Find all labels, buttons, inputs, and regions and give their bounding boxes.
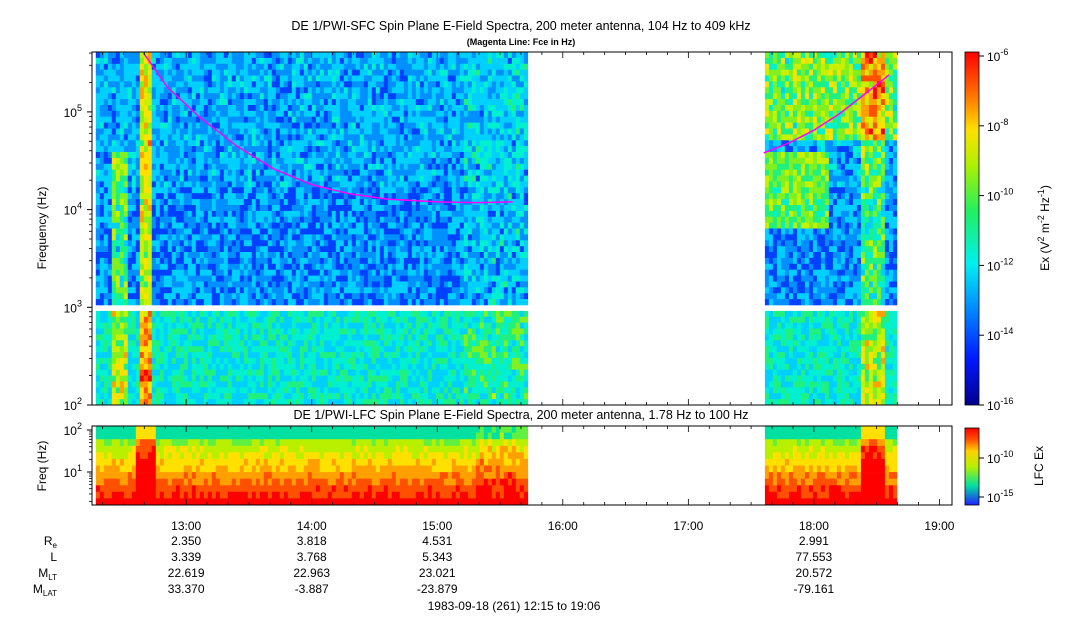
- ephemeris-row-label: L: [50, 550, 57, 564]
- ephemeris-row-label: MLT: [38, 566, 57, 582]
- sfc-spectrogram: [95, 52, 898, 405]
- lfc-y-tick-label: 101: [64, 463, 82, 480]
- sfc-y-label: Frequency (Hz): [35, 187, 49, 270]
- time-tick-label: 17:00: [673, 519, 703, 533]
- time-tick-label: 15:00: [422, 519, 452, 533]
- sfc-y-tick-label: 105: [64, 103, 82, 120]
- ephemeris-value: 22.619: [168, 566, 205, 580]
- lfc-colorbar: [964, 427, 980, 506]
- sfc-colorbar-ticks: 10-6 10-8 10-10 10-12 10-14 10-16: [979, 47, 1013, 413]
- ephemeris-value: 22.963: [293, 566, 330, 580]
- sfc-title: DE 1/PWI-SFC Spin Plane E-Field Spectra,…: [291, 19, 750, 33]
- sfc-colorbar-tick-label: 10-14: [987, 326, 1013, 343]
- ephemeris-value: -3.887: [295, 582, 329, 596]
- sfc-y-tick-label: 102: [64, 396, 82, 413]
- ephemeris-value: 2.991: [799, 534, 829, 548]
- ephemeris-table: Re 2.350 3.818 4.531 2.991 L 3.339 3.768 5.343 77…: [33, 534, 835, 598]
- lfc-plot-frame: [91, 425, 953, 506]
- time-tick-label: 18:00: [799, 519, 829, 533]
- sfc-y-axis: 102 103 104 105: [64, 52, 92, 413]
- ephemeris-value: 3.339: [171, 550, 201, 564]
- lfc-colorbar-tick-label: 10-15: [987, 488, 1013, 505]
- sfc-colorbar-label: Ex (V2 m-2 Hz-1): [1036, 185, 1052, 271]
- ephemeris-value: -23.879: [417, 582, 458, 596]
- lfc-y-axis: 102 101: [64, 421, 92, 502]
- ephemeris-value: 3.768: [297, 550, 327, 564]
- lfc-colorbar-tick-label: 10-10: [987, 449, 1013, 466]
- sfc-colorbar-tick-label: 10-8: [987, 117, 1008, 134]
- time-tick-label: 14:00: [297, 519, 327, 533]
- ephemeris-row-label: Re: [44, 534, 58, 550]
- ephemeris-value: 77.553: [796, 550, 833, 564]
- sfc-colorbar: [964, 51, 980, 406]
- ephemeris-value: 4.531: [422, 534, 452, 548]
- ephemeris-row-label: MLAT: [33, 582, 57, 598]
- time-tick-label: 13:00: [171, 519, 201, 533]
- ephemeris-value: 2.350: [171, 534, 201, 548]
- sfc-colorbar-tick-label: 10-10: [987, 187, 1013, 204]
- sfc-colorbar-tick-label: 10-12: [987, 256, 1013, 273]
- lfc-y-tick-label: 102: [64, 421, 82, 438]
- time-tick-label: 19:00: [924, 519, 954, 533]
- ephemeris-value: 23.021: [419, 566, 456, 580]
- lfc-colorbar-label: LFC Ex: [1032, 446, 1046, 486]
- sfc-plot-frame: [91, 51, 953, 406]
- ephemeris-value: 3.818: [297, 534, 327, 548]
- sfc-subtitle: (Magenta Line: Fce in Hz): [467, 37, 576, 47]
- lfc-title: DE 1/PWI-LFC Spin Plane E-Field Spectra,…: [293, 408, 748, 422]
- time-axis: 13:00 14:00 15:00 16:00 17:00 18:00 19:00: [102, 52, 955, 533]
- time-tick-label: 16:00: [548, 519, 578, 533]
- lfc-colorbar-ticks: 10-10 10-15: [979, 449, 1013, 505]
- ephemeris-value: -79.161: [794, 582, 835, 596]
- sfc-colorbar-tick-label: 10-16: [987, 396, 1013, 413]
- ephemeris-value: 20.572: [796, 566, 833, 580]
- ephemeris-value: 33.370: [168, 582, 205, 596]
- fce-line: [142, 52, 513, 204]
- ephemeris-value: 5.343: [422, 550, 452, 564]
- sfc-y-tick-label: 104: [64, 201, 82, 218]
- fce-line-segment-2: [763, 74, 890, 154]
- lfc-spectrogram: [95, 426, 898, 505]
- time-range-footer: 1983-09-18 (261) 12:15 to 19:06: [428, 599, 601, 613]
- lfc-y-label: Freq (Hz): [35, 441, 49, 492]
- sfc-y-tick-label: 103: [64, 298, 82, 315]
- sfc-colorbar-tick-label: 10-6: [987, 47, 1008, 64]
